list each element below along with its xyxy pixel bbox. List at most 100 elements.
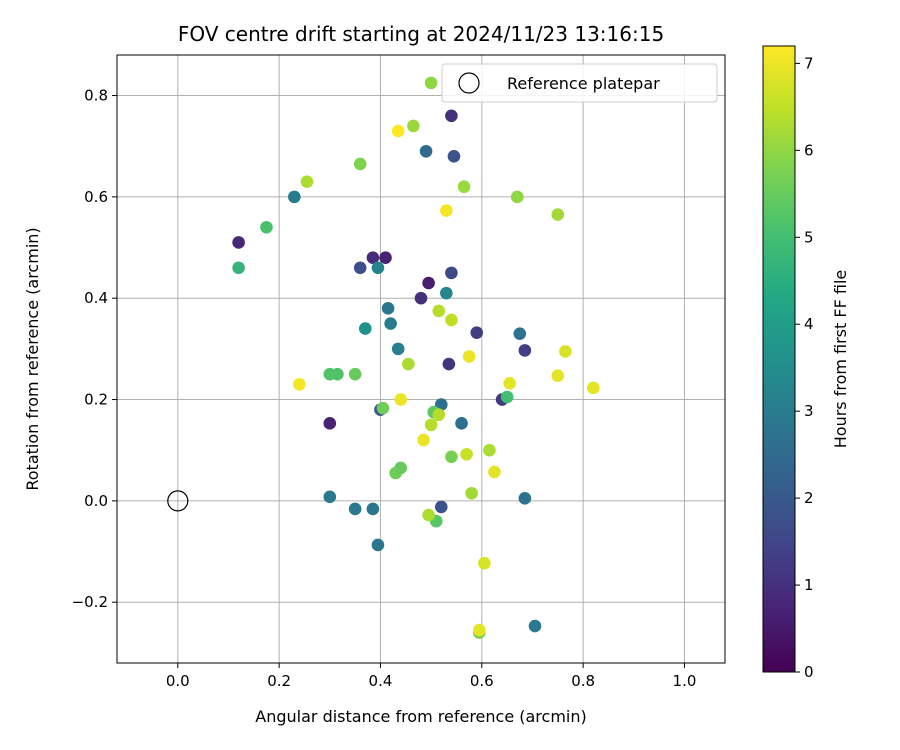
colorbar: 0 1 2 3 4 5 6 7 Hours from first FF file: [762, 45, 850, 681]
y-tick-label: 0.4: [84, 289, 108, 307]
data-point: [323, 490, 337, 504]
data-point: [407, 119, 420, 133]
data-point: [419, 144, 433, 158]
data-point: [422, 508, 435, 522]
data-point: [551, 369, 565, 383]
data-point: [348, 367, 362, 381]
data-point: [462, 350, 476, 363]
colorbar-tick-label: 4: [804, 315, 814, 333]
data-point: [478, 556, 491, 570]
grid-lines: [117, 55, 725, 663]
x-tick-label: 0.4: [369, 672, 393, 690]
data-point: [488, 465, 501, 479]
data-point: [379, 251, 392, 264]
legend-box: [441, 63, 718, 103]
reference-marker-group: [167, 490, 189, 512]
data-point: [353, 157, 367, 171]
data-point: [331, 367, 344, 381]
data-point: [391, 124, 405, 138]
colorbar-gradient: [762, 45, 796, 673]
colorbar-tick-label: 6: [804, 141, 814, 159]
data-point: [417, 433, 430, 447]
data-point: [366, 251, 380, 264]
data-point: [381, 302, 395, 315]
data-point: [465, 486, 478, 500]
colorbar-tick-label: 0: [804, 663, 814, 681]
colorbar-tick-label: 1: [804, 576, 814, 594]
y-tick-label: −0.2: [72, 593, 108, 611]
colorbar-tick-label: 5: [804, 228, 814, 246]
data-point: [424, 76, 438, 90]
x-tick-label: 0.2: [267, 672, 291, 690]
x-tick-label: 0.6: [470, 672, 494, 690]
x-axis-label: Angular distance from reference (arcmin): [255, 707, 586, 726]
data-point: [288, 190, 301, 204]
data-point: [424, 418, 438, 432]
data-point: [422, 276, 435, 290]
data-point: [232, 236, 245, 249]
legend-label: Reference platepar: [507, 74, 660, 93]
colorbar-tick-label: 2: [804, 489, 814, 507]
data-point: [518, 492, 532, 505]
data-point: [442, 357, 456, 371]
x-tick-label: 1.0: [673, 672, 697, 690]
data-point: [391, 342, 405, 356]
data-point: [432, 408, 446, 422]
x-tick-label: 0.8: [571, 672, 595, 690]
data-point: [447, 150, 461, 163]
data-point: [434, 500, 448, 514]
legend: Reference platepar: [441, 63, 718, 103]
data-point: [414, 291, 428, 305]
data-point: [293, 378, 306, 391]
y-tick-label: 0.8: [84, 87, 108, 105]
data-point: [472, 623, 486, 637]
data-point: [358, 322, 372, 335]
x-tick-label: 0.0: [166, 672, 190, 690]
data-point: [460, 447, 473, 461]
x-axis-ticks: 0.0 0.2 0.4 0.6 0.8 1.0: [166, 663, 697, 690]
data-point: [457, 180, 471, 194]
data-point: [376, 401, 390, 415]
data-point: [353, 261, 367, 275]
data-point: [440, 286, 453, 300]
data-point: [455, 417, 468, 430]
data-point: [300, 175, 314, 188]
data-point: [551, 208, 565, 221]
data-point: [260, 220, 273, 234]
data-point: [432, 304, 446, 318]
data-point: [586, 381, 600, 395]
colorbar-tick-label: 7: [804, 54, 814, 72]
data-point: [232, 261, 245, 275]
data-point: [510, 190, 524, 204]
data-point: [445, 450, 458, 464]
data-point: [371, 538, 385, 552]
data-point: [503, 377, 516, 390]
legend-marker-icon: [458, 72, 480, 94]
data-point: [384, 317, 397, 330]
y-tick-label: 0.6: [84, 188, 108, 206]
data-point: [470, 326, 484, 339]
data-point: [500, 390, 514, 404]
data-point: [366, 502, 380, 516]
colorbar-ticks: 0 1 2 3 4 5 6 7: [795, 54, 814, 681]
data-point: [440, 204, 453, 217]
data-point: [445, 109, 458, 123]
y-tick-label: 0.0: [84, 492, 108, 510]
data-point: [394, 461, 408, 475]
colorbar-label: Hours from first FF file: [831, 270, 850, 449]
data-point: [518, 344, 532, 357]
data-point: [528, 619, 542, 633]
y-tick-label: 0.2: [84, 391, 108, 409]
data-point: [445, 266, 458, 280]
data-point: [394, 393, 408, 406]
reference-platepar-marker: [167, 490, 189, 512]
y-axis-ticks: −0.2 0.0 0.2 0.4 0.6 0.8: [72, 87, 117, 611]
y-axis-label: Rotation from reference (arcmin): [23, 227, 42, 490]
data-point: [323, 417, 337, 430]
data-point: [513, 327, 527, 340]
data-point: [559, 345, 572, 358]
plot-frame: [116, 54, 726, 664]
data-point: [371, 261, 385, 275]
data-point: [483, 443, 496, 457]
